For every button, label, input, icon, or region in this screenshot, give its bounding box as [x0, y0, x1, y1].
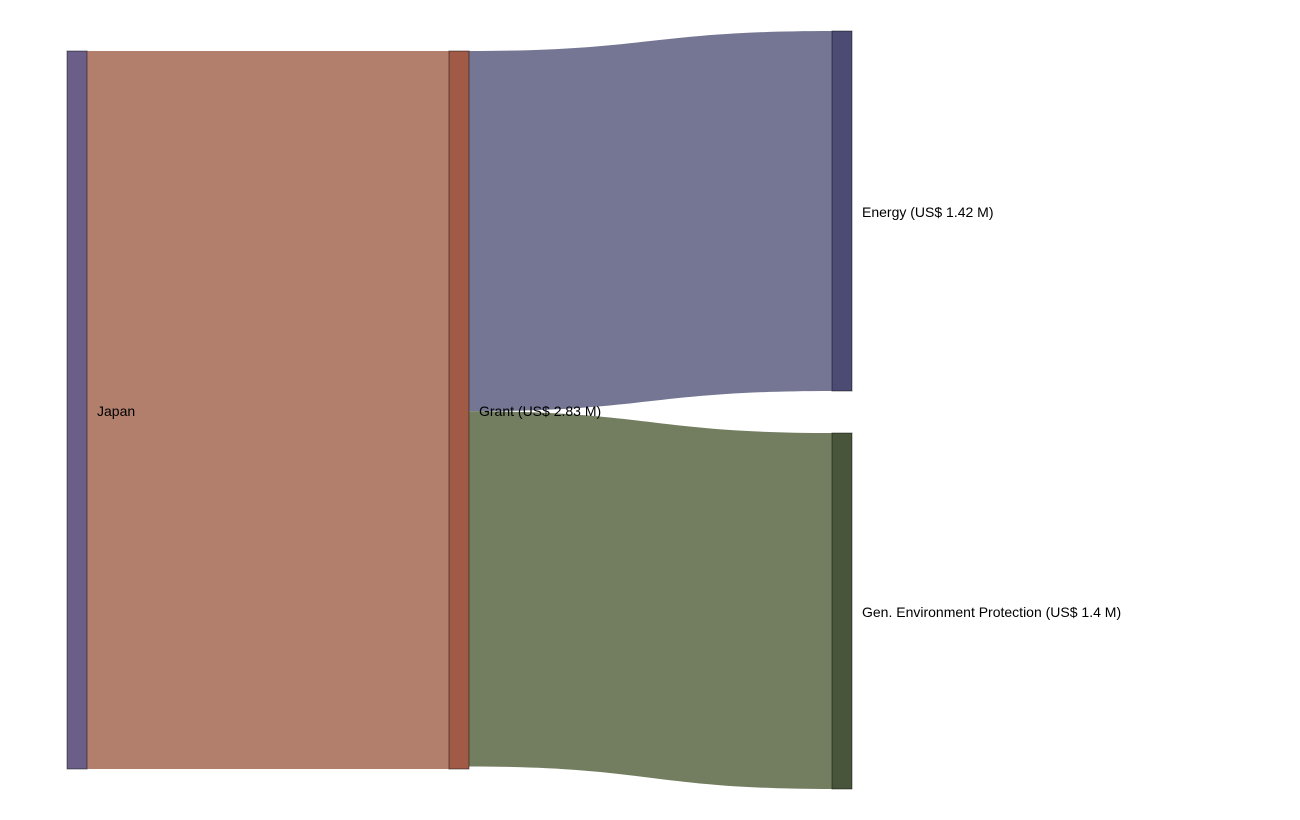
link-grant-to-env[interactable] — [469, 411, 832, 789]
node-energy[interactable] — [831, 30, 853, 392]
node-label-env: Gen. Environment Protection (US$ 1.4 M) — [862, 604, 1121, 620]
node-label-energy: Energy (US$ 1.42 M) — [862, 204, 994, 220]
link-grant-to-energy[interactable] — [469, 31, 832, 412]
nodes-layer — [66, 30, 853, 790]
node-label-grant: Grant (US$ 2.83 M) — [479, 403, 601, 419]
node-grant[interactable] — [448, 50, 470, 770]
link-japan-to-grant[interactable] — [87, 51, 449, 769]
node-env[interactable] — [831, 432, 853, 790]
node-japan[interactable] — [66, 50, 88, 770]
labels-layer: Japan Grant (US$ 2.83 M) Energy (US$ 1.42 … — [97, 204, 1121, 620]
links-layer — [87, 31, 832, 789]
node-label-japan: Japan — [97, 403, 135, 419]
